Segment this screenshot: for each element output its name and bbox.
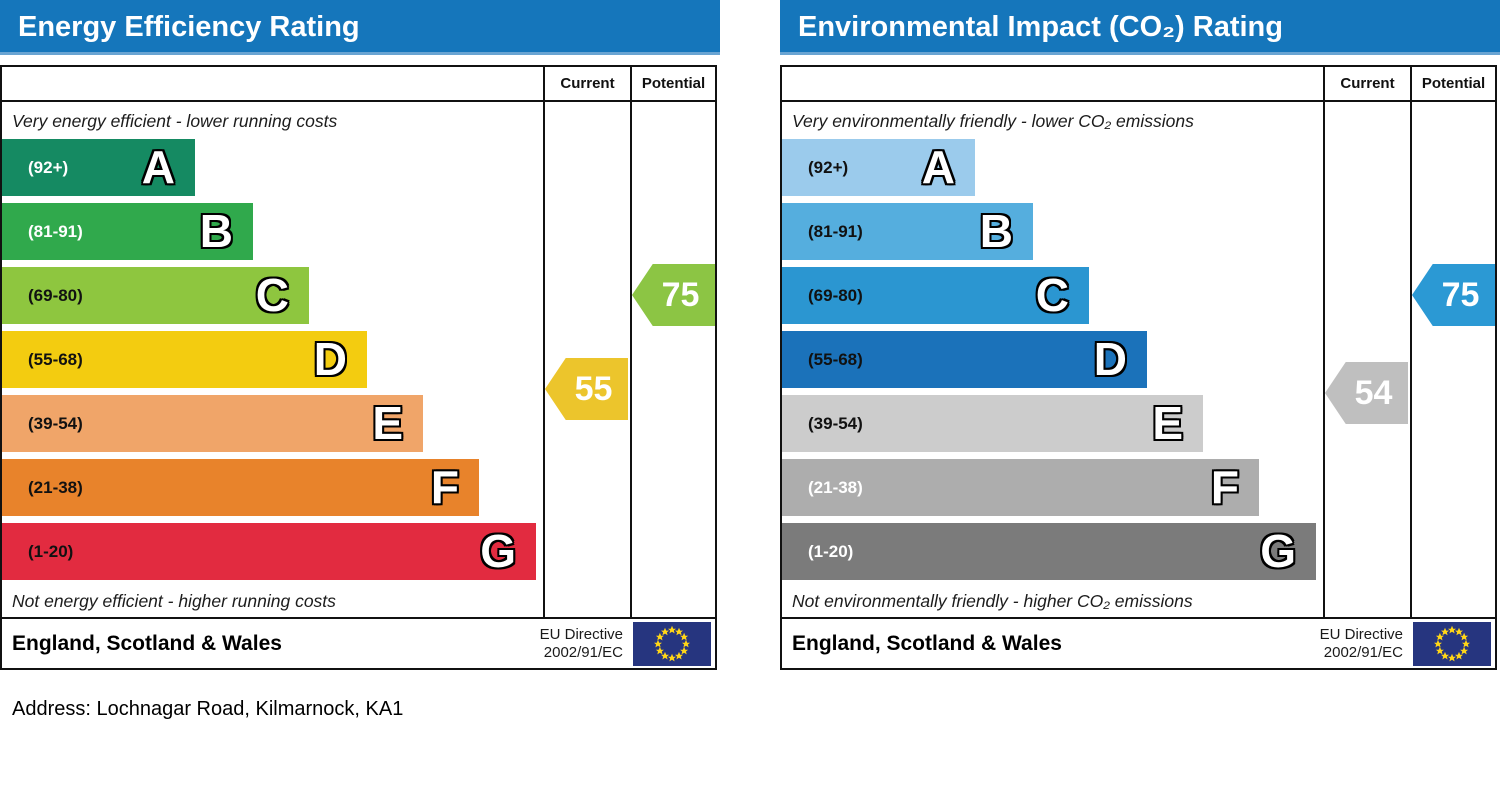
band-g: (1-20) G [782, 523, 1316, 580]
panel-title: Energy Efficiency Rating [18, 11, 360, 43]
panel-title-bar: Energy Efficiency Rating [0, 0, 720, 55]
chart-footer: England, Scotland & Wales EU Directive 2… [782, 619, 1495, 668]
bottom-caption: Not energy efficient - higher running co… [12, 591, 336, 611]
band-range: (55-68) [28, 350, 83, 369]
potential-rating-value: 75 [1441, 275, 1480, 314]
band-letter: B [199, 205, 233, 257]
current-column-header: Current [1340, 75, 1395, 92]
top-caption: Very environmentally friendly - lower CO… [792, 111, 1194, 131]
band-range: (21-38) [808, 478, 863, 497]
chart-footer: England, Scotland & Wales EU Directive 2… [2, 619, 715, 668]
band-letter: A [921, 141, 955, 193]
band-range: (39-54) [28, 414, 83, 433]
column-divider [630, 67, 632, 617]
band-range: (1-20) [28, 542, 74, 561]
band-letter: D [313, 333, 347, 385]
current-rating-arrow: 55 [545, 358, 628, 420]
band-letter: B [979, 205, 1013, 257]
column-divider [1410, 67, 1412, 617]
band-e: (39-54) E [782, 395, 1203, 452]
potential-column-header: Potential [1421, 75, 1486, 92]
top-caption: Very energy efficient - lower running co… [12, 111, 338, 131]
eu-flag-icon [1413, 622, 1491, 666]
column-divider [1323, 67, 1325, 617]
band-g: (1-20) G [2, 523, 536, 580]
header-row-border [782, 100, 1495, 102]
current-column-header: Current [560, 75, 615, 92]
band-range: (92+) [28, 158, 69, 177]
band-letter: F [1210, 461, 1239, 513]
column-divider [543, 67, 545, 617]
band-range: (1-20) [808, 542, 854, 561]
eu-flag-icon [633, 622, 711, 666]
band-range: (92+) [808, 158, 849, 177]
band-b: (81-91) B [2, 203, 253, 260]
band-range: (81-91) [28, 222, 83, 241]
header-row-border [2, 100, 715, 102]
panel-title-bar: Environmental Impact (CO₂) Rating [780, 0, 1500, 55]
band-letter: C [255, 269, 289, 321]
epc-chart: Current Potential Very energy efficient … [0, 65, 717, 670]
band-c: (69-80) C [2, 267, 309, 324]
potential-rating-value: 75 [661, 275, 700, 314]
band-letter: E [372, 397, 403, 449]
band-d: (55-68) D [782, 331, 1147, 388]
band-letter: C [1035, 269, 1069, 321]
band-letter: D [1093, 333, 1127, 385]
current-rating-arrow: 54 [1325, 362, 1408, 424]
footer-border [782, 617, 1495, 619]
eu-directive-label: EU Directive 2002/91/EC [539, 626, 623, 661]
band-f: (21-38) F [782, 459, 1259, 516]
band-a: (92+) A [782, 139, 975, 196]
band-letter: G [480, 525, 516, 577]
energy-efficiency-panel: Energy Efficiency Rating Current Potenti… [0, 0, 721, 680]
band-range: (21-38) [28, 478, 83, 497]
band-range: (81-91) [808, 222, 863, 241]
current-rating-value: 54 [1354, 373, 1393, 412]
band-e: (39-54) E [2, 395, 423, 452]
potential-column-header: Potential [641, 75, 706, 92]
footer-border [2, 617, 715, 619]
region-label: England, Scotland & Wales [792, 632, 1062, 655]
band-letter: F [430, 461, 459, 513]
current-rating-value: 55 [574, 369, 613, 408]
potential-rating-arrow: 75 [632, 264, 715, 326]
band-range: (69-80) [808, 286, 863, 305]
potential-rating-arrow: 75 [1412, 264, 1495, 326]
band-range: (55-68) [808, 350, 863, 369]
band-f: (21-38) F [2, 459, 479, 516]
property-address: Address: Lochnagar Road, Kilmarnock, KA1 [12, 698, 404, 720]
band-c: (69-80) C [782, 267, 1089, 324]
band-letter: A [141, 141, 175, 193]
band-letter: G [1260, 525, 1296, 577]
band-b: (81-91) B [782, 203, 1033, 260]
band-d: (55-68) D [2, 331, 367, 388]
region-label: England, Scotland & Wales [12, 632, 282, 655]
band-range: (39-54) [808, 414, 863, 433]
co2-chart: Current Potential Very environmentally f… [780, 65, 1497, 670]
band-a: (92+) A [2, 139, 195, 196]
panel-title: Environmental Impact (CO₂) Rating [798, 11, 1283, 43]
band-letter: E [1152, 397, 1183, 449]
band-range: (69-80) [28, 286, 83, 305]
eu-directive-label: EU Directive 2002/91/EC [1319, 626, 1403, 661]
environmental-impact-panel: Environmental Impact (CO₂) Rating Curren… [780, 0, 1501, 680]
bottom-caption: Not environmentally friendly - higher CO… [792, 591, 1193, 611]
